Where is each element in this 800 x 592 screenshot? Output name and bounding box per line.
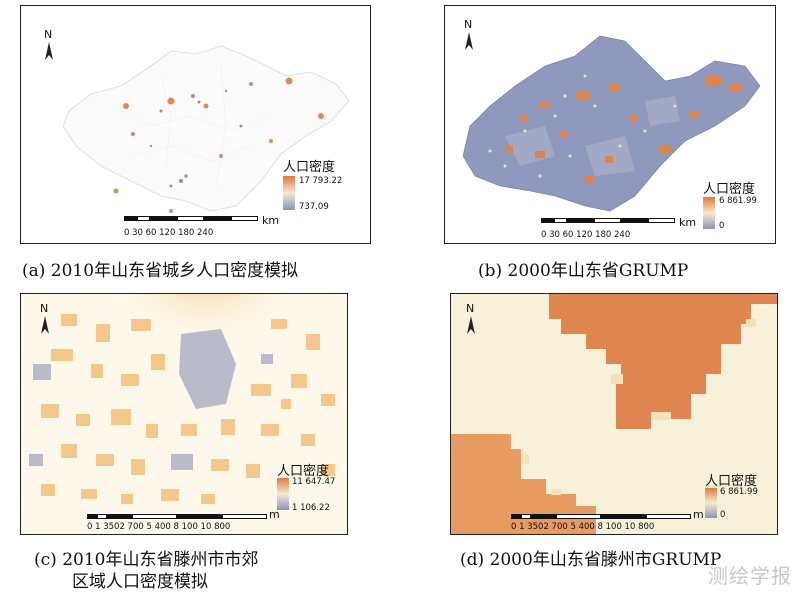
legend-title: 人口密度 (703, 182, 756, 197)
scale-bar: m 0 1 3502 700 5 400 8 100 10 800 (87, 508, 297, 534)
legend-min: 0 (719, 221, 725, 231)
legend-gradient (705, 488, 717, 518)
north-label: N (40, 302, 49, 315)
legend: 人口密度 6 861.99 0 (703, 178, 775, 243)
legend-max: 17 793.22 (299, 176, 343, 186)
scale-ticks: 0 1 3502 700 5 400 8 100 10 800 (87, 522, 231, 532)
legend-gradient (703, 197, 715, 229)
scale-unit: m (269, 508, 280, 521)
north-label: N (44, 28, 53, 41)
tengzhou-density-map-c (29, 294, 335, 504)
north-label: N (464, 18, 473, 31)
map-panel-d: N 人口密度 6 861.99 0 m 0 1 3502 700 5 400 8… (450, 293, 778, 535)
scale-ticks: 0 30 60 120 180 240 (124, 228, 214, 238)
north-arrow-icon: N (463, 302, 479, 336)
scale-unit: km (262, 214, 280, 227)
scale-bar: m 0 1 3502 700 5 400 8 100 10 800 (511, 508, 721, 534)
legend-min: 0 (720, 510, 726, 520)
caption-a: (a) 2010年山东省城乡人口密度模拟 (22, 261, 299, 281)
legend-title: 人口密度 (705, 474, 758, 489)
map-panel-c: N 人口密度 11 647.47 1 106.22 m 0 1 3502 700… (20, 293, 348, 535)
caption-d: (d) 2000年山东省滕州市GRUMP (460, 550, 722, 570)
north-arrow-icon: N (41, 28, 57, 62)
scale-ticks: 0 1 3502 700 5 400 8 100 10 800 (511, 522, 655, 532)
legend-title: 人口密度 (283, 160, 336, 175)
grump-density-map-b (462, 35, 761, 212)
scale-unit: m (693, 508, 704, 521)
north-label: N (466, 302, 475, 315)
legend-max: 6 861.99 (720, 487, 758, 497)
legend-min: 737.09 (299, 202, 329, 212)
legend-min: 1 106.22 (292, 503, 330, 513)
watermark: 测绘学报 (708, 564, 792, 588)
map-panel-a: N 人口密度 17 793.22 737.09 km 0 30 60 120 1… (20, 5, 371, 244)
legend: 人口密度 17 793.22 737.09 (283, 156, 370, 226)
legend-title: 人口密度 (277, 464, 330, 479)
caption-b: (b) 2000年山东省GRUMP (478, 261, 689, 281)
scale-bar: km 0 30 60 120 180 240 (541, 216, 741, 243)
north-arrow-icon: N (37, 302, 53, 336)
legend-gradient (277, 478, 289, 510)
shandong-density-map-a (62, 45, 350, 213)
north-arrow-icon: N (461, 18, 477, 52)
legend-gradient (283, 176, 295, 210)
legend-max: 6 861.99 (719, 196, 757, 206)
legend: 人口密度 11 647.47 1 106.22 (277, 460, 347, 520)
tengzhou-grump-map-d (451, 294, 777, 534)
caption-c-line1: (c) 2010年山东省滕州市市郊 (34, 550, 259, 570)
map-panel-b: N 人口密度 6 861.99 0 km 0 30 60 120 180 240 (444, 5, 776, 244)
legend: 人口密度 6 861.99 0 (705, 470, 777, 525)
caption-c-line2: 区域人口密度模拟 (72, 572, 208, 592)
scale-unit: km (679, 216, 697, 229)
legend-max: 11 647.47 (292, 477, 336, 487)
scale-bar: km 0 30 60 120 180 240 (124, 214, 344, 242)
scale-ticks: 0 30 60 120 180 240 (541, 230, 631, 240)
